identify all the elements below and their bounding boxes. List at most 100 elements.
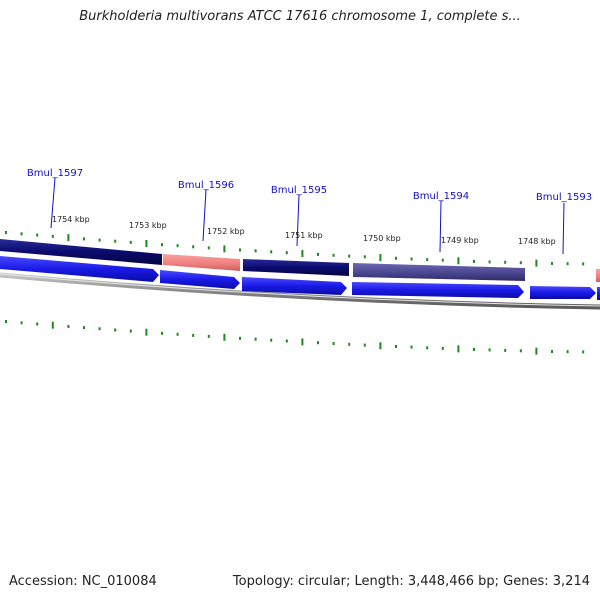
cds-arrow-5[interactable] [530,286,596,299]
lower-tick [223,333,226,341]
lower-tick [582,350,585,354]
upper-tick [348,254,351,258]
upper-tick [83,237,85,241]
upper-tick [114,239,117,243]
track-segment-pink[interactable] [163,254,240,271]
upper-tick [441,258,444,262]
lower-tick [317,341,319,345]
gene-label-bmul-1597[interactable]: Bmul_1597 [27,168,83,179]
kbp-label-1754: 1754 kbp [52,215,90,224]
upper-tick [145,240,148,247]
lower-tick [441,346,444,350]
upper-tick-row [5,231,585,267]
cds-arrow-6[interactable] [597,287,600,300]
upper-tick [223,245,226,253]
lower-tick [457,345,460,353]
topology-summary: Topology: circular; Length: 3,448,466 bp… [232,574,590,589]
gene-label-bmul-1594[interactable]: Bmul_1594 [413,191,469,202]
upper-tick [36,233,39,237]
upper-tick [457,257,460,265]
kbp-label-1751: 1751 kbp [285,231,323,240]
lower-tick [192,333,195,337]
gene-label-bmul-1596[interactable]: Bmul_1596 [178,180,234,191]
upper-tick [20,232,23,236]
upper-tick [98,238,101,242]
lower-tick [129,329,132,333]
lower-tick [51,321,54,329]
upper-tick [566,262,569,266]
track-segment-navy-2[interactable] [243,259,349,276]
upper-tick [5,231,7,234]
upper-tick [239,248,241,252]
upper-tick [270,250,273,254]
upper-tick [67,234,70,242]
lower-tick [5,320,7,323]
lower-tick [551,350,553,353]
lower-tick [301,338,304,346]
kbp-label-1748: 1748 kbp [518,237,556,246]
lower-tick [145,328,148,336]
lower-tick [270,338,273,342]
lower-tick [36,322,39,326]
lower-tick [504,348,507,352]
upper-tick [254,249,257,253]
upper-tick [363,255,366,259]
lower-tick [488,348,491,352]
lower-tick [176,332,179,336]
backbone-ring [0,272,600,310]
lower-tick [98,327,101,331]
callout-line-bmul-1594 [439,200,442,253]
upper-tick [582,262,585,266]
upper-tick [395,256,397,260]
lower-tick [83,326,85,330]
gene-label-bmul-1593[interactable]: Bmul_1593 [536,192,592,203]
lower-tick [379,342,382,350]
track-segment-slate[interactable] [353,263,525,281]
upper-tick [207,246,210,250]
upper-tick [332,253,335,257]
lower-tick [566,350,569,354]
lower-tick [67,325,70,328]
lower-tick [114,328,117,332]
upper-tick [551,261,553,265]
lower-tick [535,347,538,355]
upper-tick [504,260,507,264]
upper-tick [176,244,179,248]
upper-tick [285,251,288,255]
cds-arrow-1[interactable] [0,256,159,282]
callout-line-bmul-1597 [50,177,56,229]
lower-tick [363,343,366,347]
kbp-label-1753: 1753 kbp [129,221,167,230]
callout-line-bmul-1596 [202,189,207,242]
cds-arrow-2[interactable] [160,270,240,289]
lower-tick [332,342,335,345]
lower-tick [161,331,163,335]
backbone-highlight [0,273,600,307]
upper-tick [317,252,319,256]
callout-line-bmul-1593 [562,202,565,255]
lower-tick [239,336,241,340]
upper-tick [410,257,413,261]
lower-tick [20,321,23,325]
cds-arrow-4[interactable] [352,282,524,298]
gene-callouts [50,177,565,255]
upper-tick [535,259,538,267]
lower-tick [473,347,475,351]
lower-tick [395,345,397,348]
kbp-label-1750: 1750 kbp [363,234,401,243]
track-segment-navy-1[interactable] [0,239,162,265]
cds-arrow-3[interactable] [242,277,347,295]
upper-tick [161,243,163,247]
lower-tick-row [5,320,585,355]
lower-tick [285,339,288,343]
map-title: Burkholderia multivorans ATCC 17616 chro… [79,9,521,24]
upper-tick [129,240,132,244]
upper-tick [192,245,195,249]
kbp-label-1749: 1749 kbp [441,236,479,245]
gene-label-bmul-1595[interactable]: Bmul_1595 [271,185,327,196]
track-segment-pink-edge[interactable] [596,269,600,282]
accession-label: Accession: NC_010084 [9,574,157,589]
lower-tick [410,345,413,349]
callout-line-bmul-1595 [296,194,300,247]
